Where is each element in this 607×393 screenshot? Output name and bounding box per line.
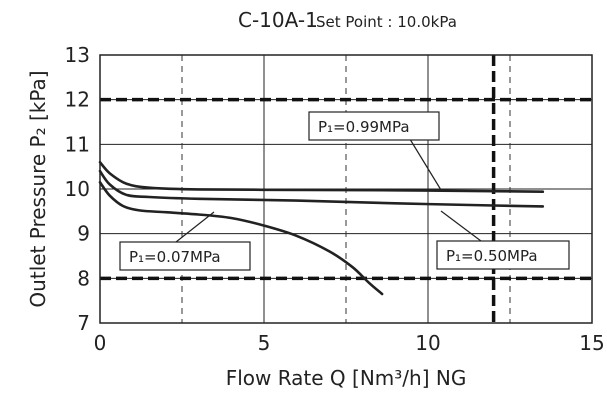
chart-title-model: C-10A-1 [238,8,318,32]
callout-label-p099: P₁=0.99MPa [318,118,410,136]
x-axis-label: Flow Rate Q [Nm³/h] NG [226,366,467,390]
y-tick-label: 7 [77,311,90,335]
x-tick-label: 10 [415,331,440,355]
y-tick-label: 13 [65,43,90,67]
y-tick-label: 10 [65,177,90,201]
y-tick-label: 9 [77,222,90,246]
series-group [98,160,545,296]
series-line [98,181,384,296]
callout-box-p050 [436,240,570,270]
chart-title-set-point: Set Point : 10.0kPa [316,13,457,31]
callout-label-p050: P₁=0.50MPa [446,247,538,265]
series-line [98,169,545,208]
y-tick-label: 11 [65,132,90,156]
y-tick-label: 8 [77,266,90,290]
series-line [98,160,545,193]
callout-leader-p050 [440,210,482,242]
callout-leader-p099 [404,130,442,191]
callout-leader-p007 [175,211,215,243]
y-tick-label: 12 [65,88,90,112]
callout-box-p099 [308,111,440,141]
callout-box-p007 [119,241,251,271]
x-tick-label: 0 [94,331,107,355]
y-axis-label: Outlet Pressure P₂ [kPa] [26,70,50,307]
x-tick-label: 5 [258,331,271,355]
tick-labels: 7 8 9 10 11 12 13 0 5 10 15 [65,43,605,355]
plot-frame [99,54,593,324]
x-tick-label: 15 [579,331,604,355]
callout-label-p007: P₁=0.07MPa [129,248,221,266]
